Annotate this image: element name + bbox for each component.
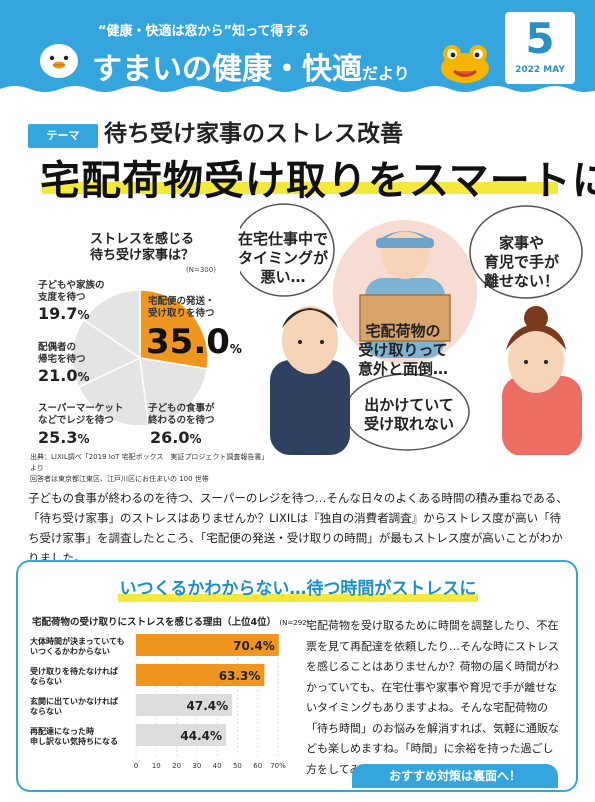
bubble-bottom-text: 出かけていて 受け取れない (364, 396, 455, 433)
title-highlight (42, 182, 558, 194)
bar-1 (136, 664, 265, 686)
woman-figure (502, 306, 582, 455)
bar-category-1-line1: 受け取りを待たなければ (30, 666, 118, 676)
delivery-man-figure (359, 231, 451, 358)
bar-2 (136, 694, 233, 716)
pie-value-family-prep: 19.7% (38, 304, 90, 323)
bar-0 (136, 634, 279, 656)
bar-value-label-0: 70.4% (233, 639, 275, 653)
pie-n-label: (N=300) (186, 266, 216, 274)
bubble-left-text: 在宅仕事中で タイミングが 悪い… (238, 230, 329, 286)
man-figure (270, 306, 350, 455)
pie-chart-title: ストレスを感じる 待ち受け家事は？ (90, 232, 194, 264)
bar-xtick-7: 70% (270, 762, 286, 770)
bar-xtick-2: 20 (172, 762, 181, 770)
next-page-tab: おすすめ対策は裏面へ！ (352, 764, 558, 788)
pie-label-family-prep: 子どもや家族の 支度を待つ (38, 280, 105, 303)
bar-category-2-line2: ならない (30, 707, 62, 716)
bubble-center-text: 宅配荷物の 受け取りって 意外と面倒… (358, 322, 449, 378)
pie-label-kids-meal: 子どもの食事が 終わるのを待つ (148, 403, 215, 426)
bubble-left (240, 203, 335, 297)
pie-slice-2 (77, 356, 150, 427)
bubble-right (469, 205, 583, 299)
chick-mascot-icon (40, 44, 78, 78)
stress-section-title: いつくるかわからない…待つ時間がストレスに (119, 579, 477, 599)
stress-title-highlight (118, 594, 478, 602)
pie-label-spouse: 配偶者の 帰宅を待つ (38, 342, 86, 365)
issue-date: 2022 MAY (515, 65, 565, 75)
pie-chart (71, 289, 209, 427)
bar-xtick-5: 50 (233, 762, 242, 770)
pie-label-supermarket: スーパーマーケット などでレジを待つ (38, 403, 124, 426)
intro-paragraph: 子どもの食事が終わるのを待つ、スーパーのレジを待つ…そんな日々のよくある時間の積… (28, 491, 568, 565)
pie-title-line1: ストレスを感じる (90, 232, 195, 247)
header-banner: “健康・快適は窓から”知って得する すまいの健康・快適だより 5 2022 MA… (0, 0, 595, 97)
stress-section-body: 宅配荷物を受け取るために時間を調整したり、不在票を見て再配達を依頼したり…そんな… (306, 619, 559, 776)
theme-tag: テーマ (28, 124, 98, 148)
people-illustration (240, 203, 583, 455)
bar-xtick-4: 40 (213, 762, 222, 770)
bar-xtick-6: 60 (253, 762, 262, 770)
pie-label-delivery: 宅配便の発送・ 受け取りを待つ (148, 296, 215, 319)
bar-category-1-line2: ならない (30, 677, 62, 686)
bar-value-label-1: 63.3% (219, 669, 261, 683)
header-title: すまいの健康・快適だより (92, 44, 410, 88)
pie-title-line2: 待ち受け家事は？ (90, 248, 195, 263)
bar-category-3-line2: 申し訳ない気持ちになる (30, 736, 118, 746)
bar-xtick-0: 0 (134, 762, 138, 770)
bubble-right-text: 家事や 育児で手が 離せない！ (484, 234, 560, 290)
issue-box: 5 2022 MAY (505, 12, 575, 84)
pie-slice-1 (139, 357, 208, 427)
pie-source-note: 出典：LIXIL調べ「2019 IoT 宅配ボックス 実証プロジェクト調査報告書… (30, 453, 269, 483)
main-title: 宅配荷物受け取りをスマートに (40, 158, 595, 204)
frog-mascot-icon (441, 45, 489, 83)
bar-value-label-2: 47.4% (187, 699, 229, 713)
bar-3 (136, 724, 227, 746)
header-subtitle: “健康・快適は窓から”知って得する (98, 24, 310, 39)
bar-xtick-3: 30 (192, 762, 201, 770)
pie-slice-0 (139, 289, 209, 370)
theme-subtitle: 待ち受け家事のストレス改善 (104, 121, 403, 147)
bar-value-label-3: 44.4% (180, 729, 222, 743)
bar-category-2-line1: 玄関に出ていかなければ (30, 696, 118, 706)
pie-value-spouse: 21.0% (38, 366, 90, 385)
pie-slice-4 (82, 289, 141, 360)
pie-value-kids-meal: 26.0% (150, 428, 202, 447)
header-wave-decoration (0, 86, 595, 97)
pie-value-supermarket: 25.3% (38, 428, 90, 447)
bar-category-0-line1: 大体時間が決まっていても (30, 636, 125, 646)
pie-slice-3 (71, 318, 142, 389)
header-title-suffix: だより (362, 64, 410, 83)
bar-chart-title: 宅配荷物の受け取りにストレスを感じる理由（上位4位） (N=292) (32, 617, 310, 628)
header-title-main: すまいの健康・快適 (92, 52, 362, 87)
bar-xtick-1: 10 (152, 762, 161, 770)
bar-category-0-line2: いつくるかわからない (30, 647, 110, 656)
pie-value-delivery: 35.0% (146, 322, 242, 362)
issue-number: 5 (525, 14, 555, 63)
bar-category-3-line1: 再配達になった時 (30, 726, 94, 736)
